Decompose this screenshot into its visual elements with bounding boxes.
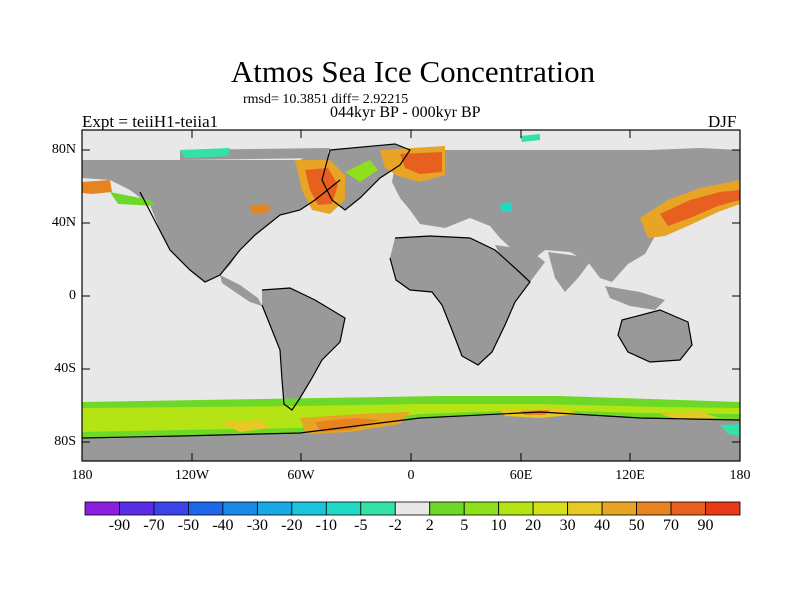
lon-label-180e: 180 <box>729 468 751 483</box>
experiment-label: Expt = teiiH1-teiia1 <box>82 112 219 131</box>
lon-label-0: 0 <box>407 468 415 483</box>
colorbar-swatch <box>601 501 637 516</box>
colorbar-label: 90 <box>697 517 714 534</box>
colorbar <box>84 501 741 516</box>
colorbar-swatch <box>222 501 258 516</box>
colorbar-label: -20 <box>281 517 303 534</box>
lat-label-40n: 40N <box>51 215 76 230</box>
colorbar-label: -90 <box>108 517 131 534</box>
lon-label-120e: 120E <box>615 468 645 483</box>
colorbar-swatch <box>291 501 327 516</box>
lon-label-120w: 120W <box>174 468 210 483</box>
lat-label-80s: 80S <box>54 434 76 449</box>
chart-title: Atmos Sea Ice Concentration <box>230 54 596 89</box>
colorbar-swatch <box>394 501 431 516</box>
lat-label-40s: 40S <box>54 361 76 376</box>
colorbar-swatch <box>325 501 362 516</box>
colorbar-label: 10 <box>490 517 507 534</box>
lat-label-80n: 80N <box>51 142 76 157</box>
lon-label-60w: 60W <box>287 468 315 483</box>
colorbar-label: -2 <box>388 517 402 534</box>
colorbar-label: 2 <box>425 517 434 534</box>
season-label: DJF <box>708 112 737 131</box>
lat-label-0: 0 <box>69 288 76 303</box>
colorbar-label: -10 <box>315 517 337 534</box>
axis-ticks <box>81 130 741 461</box>
colorbar-swatch <box>463 501 500 516</box>
coastlines <box>82 143 740 439</box>
colorbar-swatch <box>429 501 465 516</box>
colorbar-swatch <box>705 501 741 516</box>
colorbar-swatch <box>360 501 396 516</box>
colorbar-label: 70 <box>663 517 680 534</box>
colorbar-swatch <box>498 501 534 516</box>
colorbar-label: 50 <box>628 517 645 534</box>
colorbar-label: -50 <box>177 517 200 534</box>
colorbar-swatch <box>188 501 224 516</box>
colorbar-label: -30 <box>246 517 269 534</box>
colorbar-swatch <box>256 501 293 516</box>
colorbar-label: 40 <box>594 517 611 534</box>
colorbar-swatch <box>153 501 189 516</box>
period-label: 044kyr BP - 000kyr BP <box>330 104 481 121</box>
colorbar-label: 20 <box>525 517 542 534</box>
colorbar-swatch <box>670 501 706 516</box>
anomaly-layer <box>82 134 740 438</box>
colorbar-swatch <box>84 501 120 516</box>
colorbar-label: -40 <box>212 517 234 534</box>
colorbar-label: 5 <box>460 517 469 534</box>
colorbar-label: -70 <box>143 517 165 534</box>
colorbar-swatch <box>567 501 603 516</box>
colorbar-label: -5 <box>354 517 368 534</box>
colorbar-label: 30 <box>559 517 576 534</box>
lon-label-180w: 180 <box>71 468 93 483</box>
stats-label: rmsd= 10.3851 diff= 2.92215 <box>243 92 409 107</box>
colorbar-swatch <box>532 501 569 516</box>
lon-label-60e: 60E <box>509 468 533 483</box>
colorbar-swatch <box>636 501 672 516</box>
colorbar-swatch <box>119 501 155 516</box>
